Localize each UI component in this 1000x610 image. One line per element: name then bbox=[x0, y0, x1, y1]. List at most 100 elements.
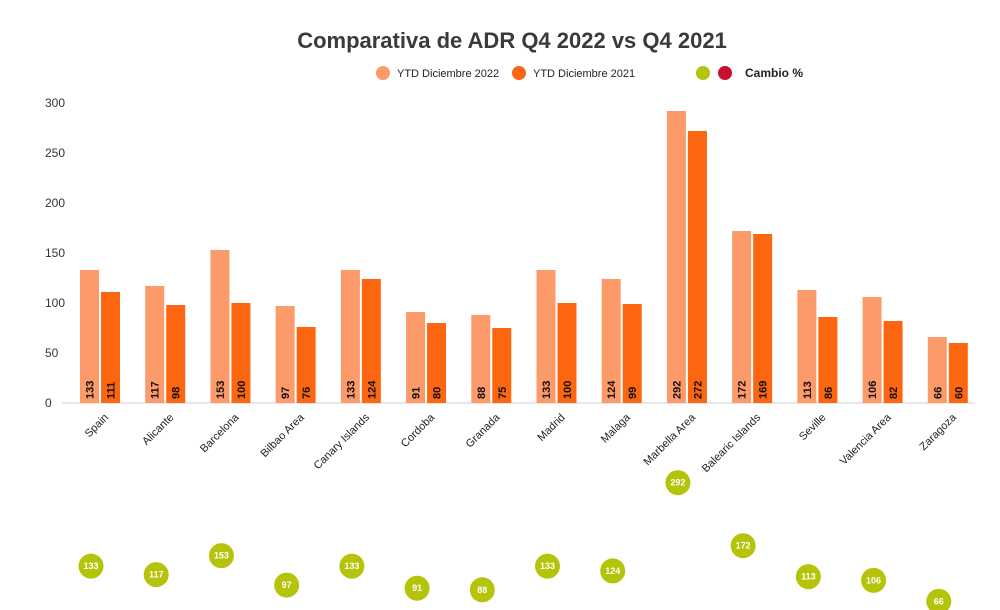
change-dot bbox=[274, 572, 300, 598]
change-dot bbox=[861, 567, 887, 593]
bar-value-label: 117 bbox=[150, 381, 162, 399]
y-tick-label: 300 bbox=[45, 96, 65, 110]
bar bbox=[492, 328, 512, 403]
change-dot-label: 113 bbox=[801, 572, 816, 582]
bar-value-label: 172 bbox=[737, 381, 749, 399]
y-tick-label: 200 bbox=[45, 196, 65, 210]
bar-value-label: 80 bbox=[432, 387, 444, 399]
x-tick-label: Granada bbox=[464, 411, 503, 450]
change-dot-label: 91 bbox=[412, 583, 422, 593]
change-dot-label: 153 bbox=[214, 551, 229, 561]
x-axis: Spain Alicante Barcelona Bilbao Area Canary … bbox=[62, 402, 975, 475]
bar bbox=[732, 231, 752, 403]
bar bbox=[427, 323, 447, 403]
change-dot-label: 133 bbox=[83, 561, 98, 571]
bar-value-label: 66 bbox=[932, 387, 944, 399]
change-dot bbox=[78, 553, 104, 579]
x-tick-label: Zaragoza bbox=[918, 411, 960, 453]
change-dot-label: 97 bbox=[282, 580, 292, 590]
bar bbox=[753, 234, 773, 403]
chart-legend: YTD Diciembre 2022 YTD Diciembre 2021 Camb… bbox=[376, 66, 803, 80]
bar bbox=[797, 290, 817, 403]
legend-marker bbox=[512, 66, 526, 80]
bar bbox=[622, 304, 642, 403]
bar-value-label: 88 bbox=[476, 387, 488, 399]
bar-value-label: 133 bbox=[541, 381, 553, 399]
bar-value-label: 86 bbox=[823, 387, 835, 399]
change-dot-label: 292 bbox=[670, 478, 685, 488]
bar bbox=[210, 250, 230, 403]
bar bbox=[471, 315, 491, 403]
bar bbox=[80, 270, 99, 403]
legend-marker bbox=[718, 66, 732, 80]
x-tick-label: Bilbao Area bbox=[258, 411, 307, 460]
x-tick-label: Malaga bbox=[599, 411, 634, 446]
x-tick-label: Marbella Area bbox=[642, 411, 699, 468]
bar bbox=[666, 111, 686, 403]
bar-value-label: 76 bbox=[301, 387, 313, 399]
bar-value-label: 111 bbox=[106, 382, 118, 399]
bar bbox=[145, 286, 165, 403]
bar-value-label: 133 bbox=[85, 381, 97, 399]
change-dot bbox=[600, 558, 626, 584]
bar-value-label: 75 bbox=[497, 387, 509, 399]
y-axis: 0 50 100 150 200 250 300 bbox=[45, 96, 65, 410]
change-dot bbox=[665, 470, 691, 496]
change-dot bbox=[143, 562, 169, 588]
bar-value-label: 106 bbox=[867, 381, 879, 399]
change-dot bbox=[926, 588, 952, 610]
x-tick-label: Madrid bbox=[535, 412, 567, 444]
bars-layer: 133 111 117 98 153 100 97 76 133 124 91 80 88 75 133 10… bbox=[80, 111, 968, 403]
legend-label: YTD Diciembre 2021 bbox=[533, 68, 635, 80]
bar bbox=[927, 337, 947, 403]
bar-value-label: 97 bbox=[280, 387, 292, 399]
bar bbox=[818, 317, 838, 403]
x-tick-label: Alicante bbox=[140, 412, 176, 448]
change-dot-label: 66 bbox=[934, 596, 944, 606]
legend-marker bbox=[376, 66, 390, 80]
change-dot-label: 124 bbox=[605, 566, 620, 576]
x-tick-label: Valencia Area bbox=[838, 411, 895, 468]
x-tick-label: Barcelona bbox=[198, 411, 242, 455]
change-dot-label: 133 bbox=[344, 561, 359, 571]
change-dot-label: 106 bbox=[866, 575, 881, 585]
change-dot bbox=[339, 553, 365, 579]
bar-value-label: 153 bbox=[215, 381, 227, 399]
change-dots-layer: 133 117 153 97 133 91 88 133 124 292 172 113 106 66 bbox=[78, 470, 952, 610]
bar bbox=[557, 303, 577, 403]
change-dot-label: 117 bbox=[149, 570, 164, 580]
bar-value-label: 124 bbox=[366, 380, 378, 399]
bar bbox=[361, 279, 381, 403]
chart-title: Comparativa de ADR Q4 2022 vs Q4 2021 bbox=[297, 28, 727, 53]
x-tick-label: Balearic Islands bbox=[700, 411, 764, 475]
change-dot bbox=[208, 543, 234, 569]
y-tick-label: 0 bbox=[45, 396, 52, 410]
x-tick-label: Spain bbox=[83, 412, 111, 440]
bar bbox=[948, 343, 968, 403]
bar bbox=[340, 270, 360, 403]
bar-value-label: 272 bbox=[692, 381, 704, 399]
change-dot bbox=[469, 577, 495, 603]
x-tick-label: Seville bbox=[797, 412, 828, 443]
change-dot bbox=[795, 564, 821, 590]
legend-label: Cambio % bbox=[745, 66, 803, 80]
bar bbox=[862, 297, 882, 403]
bar bbox=[275, 306, 295, 403]
bar-value-label: 98 bbox=[171, 387, 183, 399]
bar bbox=[687, 131, 707, 403]
bar bbox=[166, 305, 186, 403]
legend-marker bbox=[696, 66, 710, 80]
change-dot-label: 133 bbox=[540, 561, 555, 571]
change-dot-label: 172 bbox=[736, 541, 751, 551]
y-tick-label: 100 bbox=[45, 296, 65, 310]
bar-value-label: 82 bbox=[888, 387, 900, 399]
change-dot bbox=[404, 575, 430, 601]
bar-value-label: 169 bbox=[758, 381, 770, 399]
change-dot bbox=[535, 553, 560, 579]
bar bbox=[883, 321, 903, 403]
bar-value-label: 124 bbox=[606, 380, 618, 399]
x-tick-label: Canary Islands bbox=[312, 411, 373, 472]
bar-value-label: 100 bbox=[562, 381, 574, 399]
bar bbox=[536, 270, 556, 403]
bar bbox=[296, 327, 316, 403]
